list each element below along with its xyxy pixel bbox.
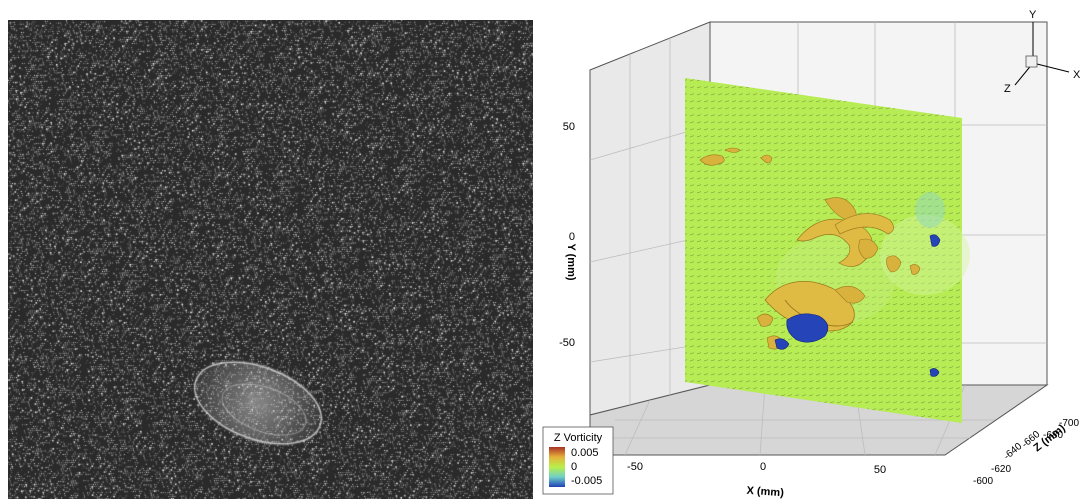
z-axis: -700 -680 -660 -640 -620 -600 Z (mm): [973, 418, 1079, 487]
legend-label-max: 0.005: [571, 447, 599, 459]
x-axis-title: X (mm): [746, 485, 784, 499]
y-axis: 50 0 -50 Y (mm): [559, 121, 577, 349]
z-tick-label: -700: [1059, 418, 1079, 429]
z-tick-label: -620: [991, 464, 1011, 475]
orientation-x-label: X: [1073, 69, 1081, 81]
orientation-y-label: Y: [1029, 9, 1037, 21]
y-tick-label: -50: [559, 337, 575, 349]
y-axis-title: Y (mm): [565, 243, 577, 280]
orientation-cube-icon: [1025, 55, 1038, 68]
y-tick-label: 0: [569, 231, 575, 243]
x-tick-label: 50: [874, 464, 886, 476]
x-tick-label: -50: [627, 461, 643, 473]
legend-colorbar: [549, 447, 565, 487]
z-tick-label: -680: [1043, 430, 1063, 441]
color-legend: Z Vorticity 0.005 0 -0.005: [542, 426, 614, 495]
piv-particle-image: [8, 20, 533, 499]
x-axis: -50 0 50 X (mm): [627, 461, 886, 499]
legend-label-zero: 0: [571, 461, 577, 473]
velocity-vector-plane: [685, 78, 970, 423]
x-tick-label: 0: [760, 461, 766, 473]
legend-title: Z Vorticity: [554, 432, 603, 444]
vorticity-isosurfaces: [699, 147, 941, 377]
legend-label-min: -0.005: [571, 475, 602, 487]
vorticity-3d-plot: 50 0 -50 Y (mm) -50 0 50 X (mm) -700 -68…: [542, 9, 1081, 499]
orientation-axes-widget: Y X Z: [1004, 9, 1081, 95]
orientation-z-label: Z: [1004, 83, 1011, 95]
z-tick-label: -600: [973, 476, 993, 487]
y-tick-label: 50: [563, 121, 575, 133]
